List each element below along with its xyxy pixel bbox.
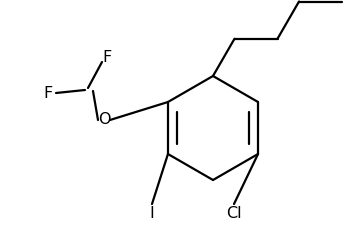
Text: F: F [43,86,53,100]
Text: I: I [150,206,154,222]
Text: Cl: Cl [226,206,242,222]
Text: F: F [102,49,112,65]
Text: O: O [98,113,110,127]
